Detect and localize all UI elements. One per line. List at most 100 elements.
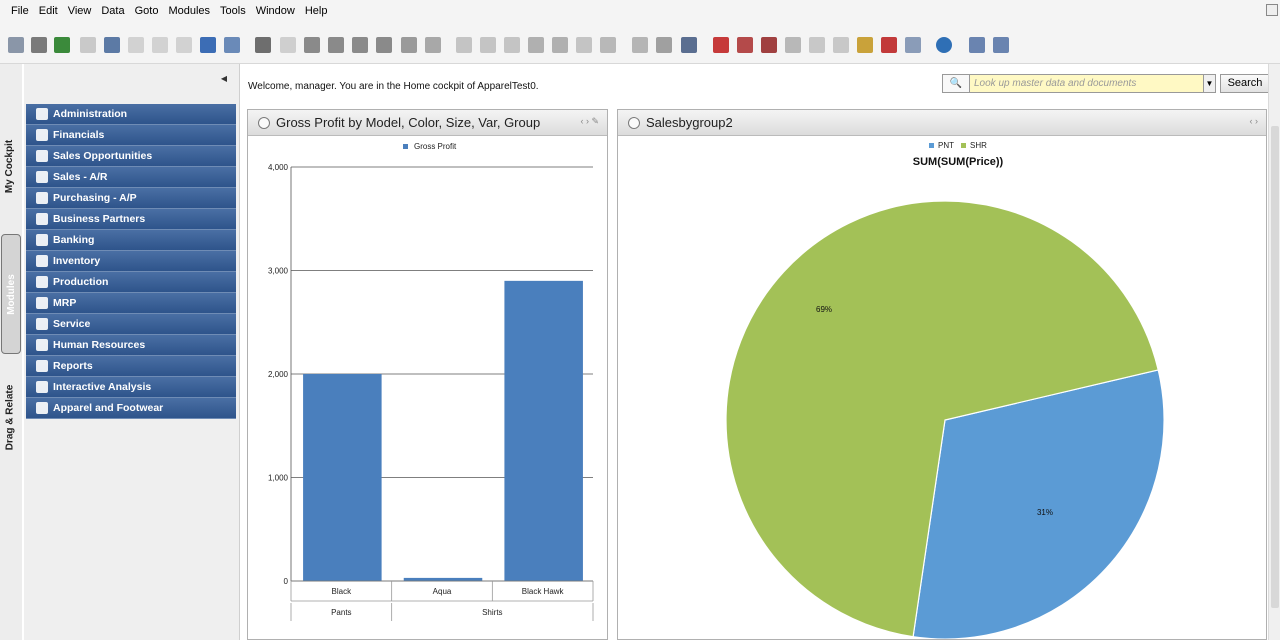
copy-icon[interactable] <box>833 37 849 53</box>
sidebar-item-label: Banking <box>53 234 95 246</box>
menu-window[interactable]: Window <box>255 5 295 17</box>
sidebar-item-sales-ar[interactable]: Sales - A/R <box>26 167 236 188</box>
previous-record-icon[interactable] <box>328 37 344 53</box>
widget-title: Salesbygroup2 <box>646 115 733 130</box>
tools-icon[interactable] <box>656 37 672 53</box>
menu-data[interactable]: Data <box>101 5 125 17</box>
sidebar-item-interactive-analysis[interactable]: Interactive Analysis <box>26 377 236 398</box>
sidebar-item-label: Purchasing - A/P <box>53 192 137 204</box>
bar-black[interactable] <box>303 374 382 581</box>
move-icon[interactable] <box>200 37 216 53</box>
window-icon[interactable] <box>104 37 120 53</box>
x-tick-label: Black Hawk <box>522 587 565 596</box>
search-icon: 🔍 <box>949 78 963 89</box>
search-button[interactable]: Search <box>1220 74 1270 93</box>
cloud-icon[interactable] <box>809 37 825 53</box>
binoculars-icon[interactable] <box>255 37 271 53</box>
camera-icon[interactable] <box>600 37 616 53</box>
sidebar-item-apparel-footwear[interactable]: Apparel and Footwear <box>26 398 236 419</box>
menu-view[interactable]: View <box>67 5 92 17</box>
menu-tools[interactable]: Tools <box>220 5 246 17</box>
search-type-dropdown[interactable]: 🔍 <box>942 74 970 93</box>
menu-help[interactable]: Help <box>304 5 328 17</box>
widget-header: Gross Profit by Model, Color, Size, Var,… <box>248 110 607 136</box>
new-doc-icon[interactable] <box>280 37 296 53</box>
target-doc-icon[interactable] <box>480 37 496 53</box>
preview-icon[interactable] <box>8 37 24 53</box>
window-restore-icon[interactable] <box>1266 4 1278 16</box>
sidebar-item-human-resources[interactable]: Human Resources <box>26 335 236 356</box>
sort-icon[interactable] <box>425 37 441 53</box>
export-icon[interactable] <box>54 37 70 53</box>
filter-icon[interactable] <box>401 37 417 53</box>
sidebar-item-label: Administration <box>53 108 128 120</box>
collapse-arrow-icon[interactable]: ◀ <box>220 74 227 83</box>
sidebar-item-production[interactable]: Production <box>26 272 236 293</box>
wrench-icon <box>36 318 48 330</box>
settings-window-icon[interactable] <box>969 37 985 53</box>
tab-modules[interactable]: Modules <box>1 234 21 354</box>
settings-icon[interactable] <box>224 37 240 53</box>
hierarchy-icon[interactable] <box>905 37 921 53</box>
chevron-down-icon[interactable]: ▼ <box>1204 74 1216 93</box>
alert-icon[interactable] <box>713 37 729 53</box>
doc-icon[interactable] <box>176 37 192 53</box>
tab-modules-label: Modules <box>5 273 17 315</box>
search-input[interactable]: Look up master data and documents <box>970 74 1204 93</box>
menu-file[interactable]: File <box>11 5 29 17</box>
vertical-scrollbar[interactable] <box>1268 64 1280 640</box>
last-record-icon[interactable] <box>376 37 392 53</box>
mail-icon[interactable] <box>737 37 753 53</box>
chart-icon[interactable] <box>881 37 897 53</box>
widget-controls[interactable]: ‹ › <box>1249 116 1259 126</box>
gross-profit-chart: Gross Profit 0 1,000 2,000 3,000 4,000 Black A… <box>268 142 594 621</box>
gear-gold-icon[interactable] <box>857 37 873 53</box>
journal-icon[interactable] <box>504 37 520 53</box>
sidebar-item-administration[interactable]: Administration <box>26 104 236 125</box>
sidebar-item-label: Inventory <box>53 255 101 267</box>
sidebar-item-service[interactable]: Service <box>26 314 236 335</box>
pie-slice-shr[interactable] <box>725 200 1159 638</box>
admin-icon <box>36 108 48 120</box>
widget-controls[interactable]: ‹ › ✎ <box>580 116 599 126</box>
sidebar-item-label: Apparel and Footwear <box>53 402 164 414</box>
edit-icon[interactable] <box>632 37 648 53</box>
shirt-icon <box>36 402 48 414</box>
calendar-icon[interactable] <box>761 37 777 53</box>
bar-aqua[interactable] <box>403 577 483 581</box>
gross-profit-icon[interactable] <box>552 37 568 53</box>
book-icon[interactable] <box>576 37 592 53</box>
menu-edit[interactable]: Edit <box>38 5 58 17</box>
pie-slice-pnt[interactable] <box>912 369 1165 639</box>
sidebar-item-banking[interactable]: Banking <box>26 230 236 251</box>
sidebar-item-financials[interactable]: Financials <box>26 125 236 146</box>
sidebar-item-reports[interactable]: Reports <box>26 356 236 377</box>
database-icon[interactable] <box>681 37 697 53</box>
next-record-icon[interactable] <box>352 37 368 53</box>
org-chart-icon[interactable] <box>785 37 801 53</box>
sidebar-item-mrp[interactable]: MRP <box>26 293 236 314</box>
scrollbar-thumb[interactable] <box>1271 126 1279 608</box>
help-icon[interactable] <box>936 37 952 53</box>
layout-icon[interactable] <box>993 37 1009 53</box>
sidebar-item-purchasing-ap[interactable]: Purchasing - A/P <box>26 188 236 209</box>
payment-icon[interactable] <box>528 37 544 53</box>
sidebar-item-sales-opportunities[interactable]: Sales Opportunities <box>26 146 236 167</box>
tab-my-cockpit-label: My Cockpit <box>4 139 16 193</box>
first-record-icon[interactable] <box>304 37 320 53</box>
tab-drag-relate[interactable]: Drag & Relate <box>0 382 20 452</box>
bar-black-hawk[interactable] <box>504 280 583 581</box>
doc-icon[interactable] <box>128 37 144 53</box>
print-icon[interactable] <box>31 37 47 53</box>
menu-modules[interactable]: Modules <box>168 5 211 17</box>
partners-icon <box>36 213 48 225</box>
sidebar-item-label: Reports <box>53 360 93 372</box>
tab-my-cockpit[interactable]: My Cockpit <box>0 130 20 202</box>
sidebar-item-inventory[interactable]: Inventory <box>26 251 236 272</box>
base-doc-icon[interactable] <box>456 37 472 53</box>
sidebar-item-business-partners[interactable]: Business Partners <box>26 209 236 230</box>
doc-icon[interactable] <box>152 37 168 53</box>
menu-goto[interactable]: Goto <box>134 5 159 17</box>
sidebar-item-label: Business Partners <box>53 213 146 225</box>
doc-icon[interactable] <box>80 37 96 53</box>
